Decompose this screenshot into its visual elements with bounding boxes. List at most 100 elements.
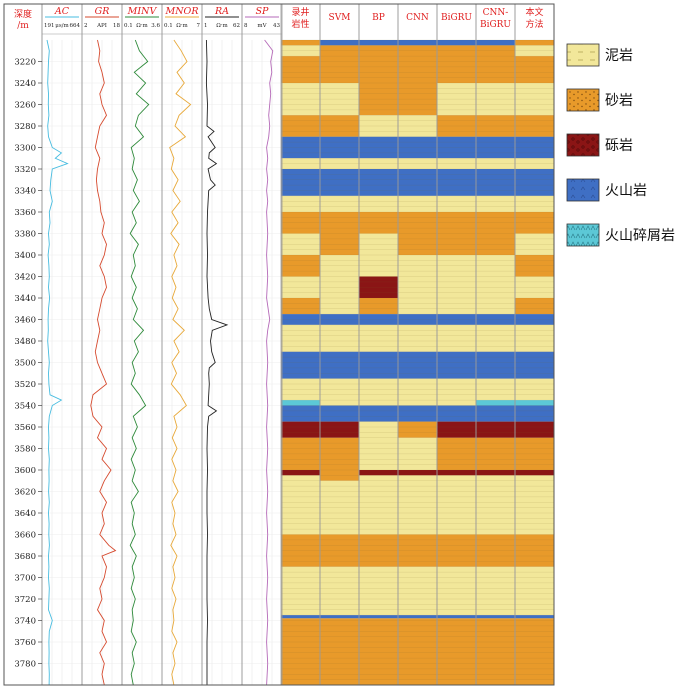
lith-interval-conglomerate — [359, 470, 398, 476]
lith-interval-mudstone — [281, 83, 320, 116]
log-track-ac — [42, 39, 82, 686]
lith-interval-sandstone — [398, 212, 437, 255]
lith-interval-sandstone — [281, 212, 320, 234]
lith-interval-volcanic — [359, 136, 398, 159]
lith-interval-volcanic — [476, 351, 515, 379]
lith-interval-sandstone — [437, 618, 476, 685]
lith-interval-mudstone — [437, 324, 476, 352]
lith-interval-conglomerate — [281, 470, 320, 476]
lith-interval-sandstone — [515, 212, 554, 234]
lith-interval-sandstone — [281, 40, 320, 46]
log-scale-min: 191 — [44, 23, 55, 29]
log-scale-max: 3.6 — [151, 23, 160, 29]
depth-tick-label: 3680 — [14, 552, 36, 562]
depth-tick-label: 3240 — [14, 79, 36, 89]
lith-interval-volcanic — [359, 40, 398, 46]
lith-interval-volcanic — [437, 40, 476, 46]
lith-interval-volcanic — [320, 314, 359, 325]
lith-interval-volcanic — [398, 40, 437, 46]
lith-track-name: CNN- — [483, 8, 509, 18]
lith-interval-volcanic — [437, 615, 476, 619]
lith-interval-sandstone — [476, 115, 515, 137]
legend-item-conglomerate: 砾岩 — [566, 133, 633, 157]
lith-interval-sandstone — [359, 45, 398, 116]
lith-interval-mudstone — [515, 276, 554, 298]
lith-interval-volcanic — [320, 40, 359, 46]
depth-tick-label: 3300 — [14, 144, 36, 154]
lith-track-6 — [515, 39, 554, 685]
lith-interval-volcanic — [320, 351, 359, 379]
lith-interval-volcanic — [359, 351, 398, 379]
depth-tick-label: 3540 — [14, 402, 36, 412]
lith-interval-sandstone — [515, 534, 554, 567]
log-curve-minv — [129, 39, 150, 686]
lith-interval-sandstone — [437, 437, 476, 470]
legend-swatch-mudstone — [566, 43, 600, 67]
lith-interval-mudstone — [359, 421, 398, 470]
lith-interval-mudstone — [515, 475, 554, 535]
legend-swatch-volcanic — [566, 178, 600, 202]
lith-interval-mudstone — [515, 233, 554, 255]
depth-tick-label: 3480 — [14, 337, 36, 347]
lith-interval-mudstone — [476, 255, 515, 315]
depth-tick-label: 3740 — [14, 617, 36, 627]
log-scale-unit: μs/m — [55, 23, 69, 29]
lith-interval-volcanic — [359, 615, 398, 619]
lith-interval-volcanic — [437, 136, 476, 159]
lith-interval-mudstone — [281, 158, 320, 169]
lith-interval-volcanic — [476, 405, 515, 422]
log-scale-unit: mV — [257, 23, 267, 29]
lith-interval-mudstone — [398, 115, 437, 137]
lith-interval-mudstone — [398, 158, 437, 169]
log-scale-min: 0.1 — [164, 23, 173, 29]
lith-interval-volcanic — [398, 351, 437, 379]
lith-interval-sandstone — [359, 618, 398, 685]
lith-interval-mudstone — [281, 195, 320, 212]
depth-tick-label: 3420 — [14, 273, 36, 283]
lith-interval-sandstone — [320, 534, 359, 567]
lith-interval-mudstone — [515, 324, 554, 352]
lith-interval-volcanic — [476, 314, 515, 325]
lith-interval-mudstone — [281, 233, 320, 255]
lith-interval-mudstone — [320, 566, 359, 616]
lith-interval-mudstone — [281, 378, 320, 401]
depth-tick-label: 3700 — [14, 574, 36, 584]
lith-interval-mudstone — [398, 195, 437, 212]
log-track-name: MINV — [127, 6, 158, 17]
lith-interval-mudstone — [320, 83, 359, 116]
lith-interval-sandstone — [476, 437, 515, 470]
lith-interval-mudstone — [281, 324, 320, 352]
lith-interval-mudstone — [320, 158, 359, 169]
log-track-name: RA — [214, 6, 229, 17]
lith-interval-mudstone — [359, 566, 398, 616]
lith-interval-sandstone — [398, 45, 437, 116]
lith-interval-volcanic — [437, 405, 476, 422]
lith-interval-sandstone — [515, 255, 554, 277]
log-scale-max: 43 — [273, 23, 280, 29]
lith-interval-mudstone — [437, 255, 476, 315]
lith-track-name: 本文 — [525, 6, 543, 18]
lith-interval-volcanic — [281, 169, 320, 196]
lith-interval-volcanic — [359, 169, 398, 196]
lith-interval-mudstone — [437, 475, 476, 535]
log-track-gr — [82, 39, 122, 686]
legend-item-volcanic: 火山岩 — [566, 178, 647, 202]
lith-interval-sandstone — [398, 618, 437, 685]
depth-tick-label: 3640 — [14, 509, 36, 519]
lith-track-name: BiGRU — [441, 13, 472, 23]
lith-interval-mudstone — [476, 195, 515, 212]
depth-axis-label: 深度 — [14, 8, 32, 20]
lith-interval-sandstone — [281, 437, 320, 470]
log-scale-min: 1 — [204, 23, 208, 29]
lith-interval-mudstone — [476, 158, 515, 169]
lith-interval-conglomerate — [476, 470, 515, 476]
depth-tick-label: 3360 — [14, 208, 36, 218]
lith-interval-pyroclastic — [515, 400, 554, 406]
depth-tick-label: 3620 — [14, 488, 36, 498]
lith-interval-sandstone — [437, 212, 476, 255]
lith-interval-mudstone — [398, 324, 437, 352]
legend-swatch-pyroclastic — [566, 223, 600, 247]
log-scale-min: 2 — [84, 23, 88, 29]
lith-track-name: SVM — [329, 13, 351, 23]
log-scale-unit: Ω·m — [216, 23, 228, 29]
